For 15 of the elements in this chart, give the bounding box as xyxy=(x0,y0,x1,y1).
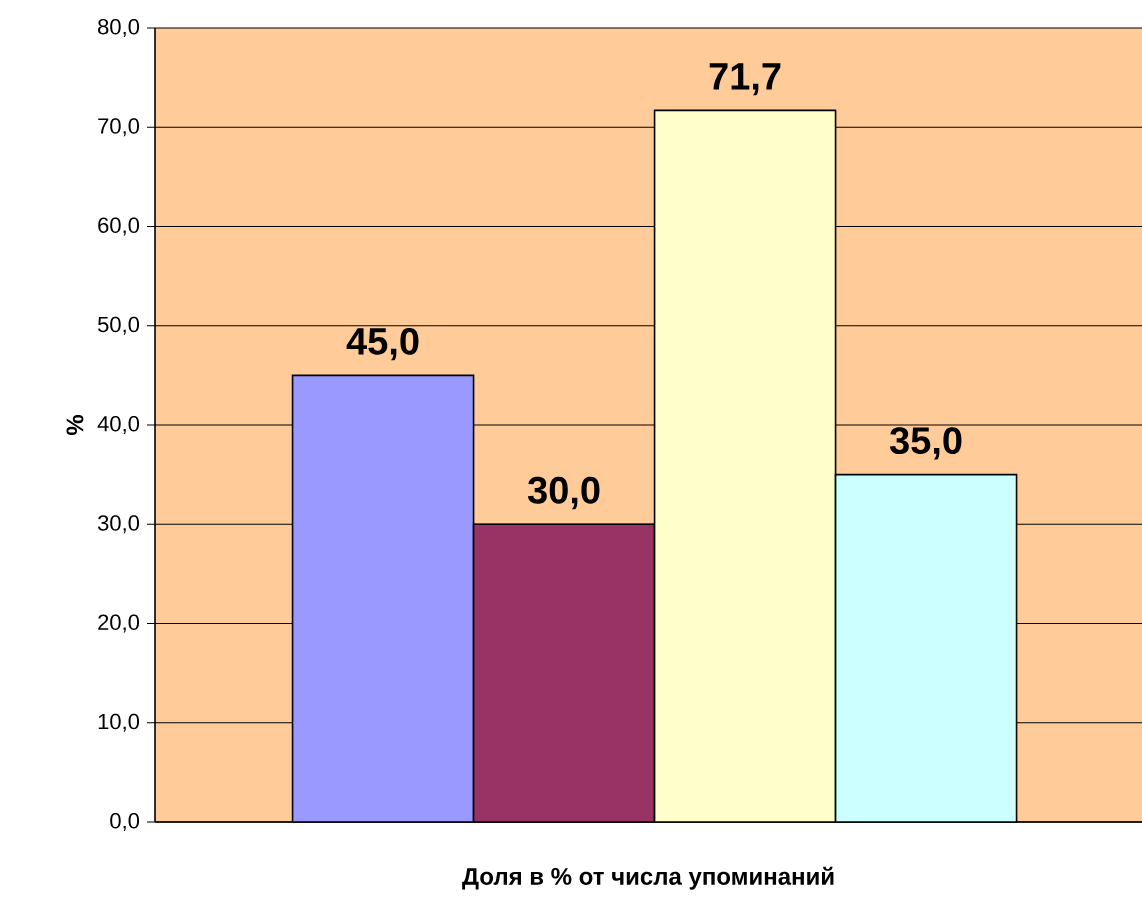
y-axis-title: % xyxy=(66,414,84,436)
y-tick-label: 0,0 xyxy=(110,812,140,832)
y-tick-label: 10,0 xyxy=(98,713,140,732)
data-label: 35,0 xyxy=(889,427,962,460)
data-label: 30,0 xyxy=(527,476,600,510)
y-tick-label: 80,0 xyxy=(98,18,140,38)
y-tick-label: 60,0 xyxy=(98,217,140,236)
y-tick-label: 40,0 xyxy=(97,415,140,435)
y-tick-label: 20,0 xyxy=(98,614,140,633)
data-label: 71,7 xyxy=(709,63,781,96)
y-tick-label: 70,0 xyxy=(98,118,140,137)
data-label: 45,0 xyxy=(346,327,419,361)
y-tick-label: 30,0 xyxy=(97,515,140,534)
y-tick-label: 50,0 xyxy=(98,316,140,335)
x-axis-title: Доля в % от числа упоминаний xyxy=(462,866,834,890)
